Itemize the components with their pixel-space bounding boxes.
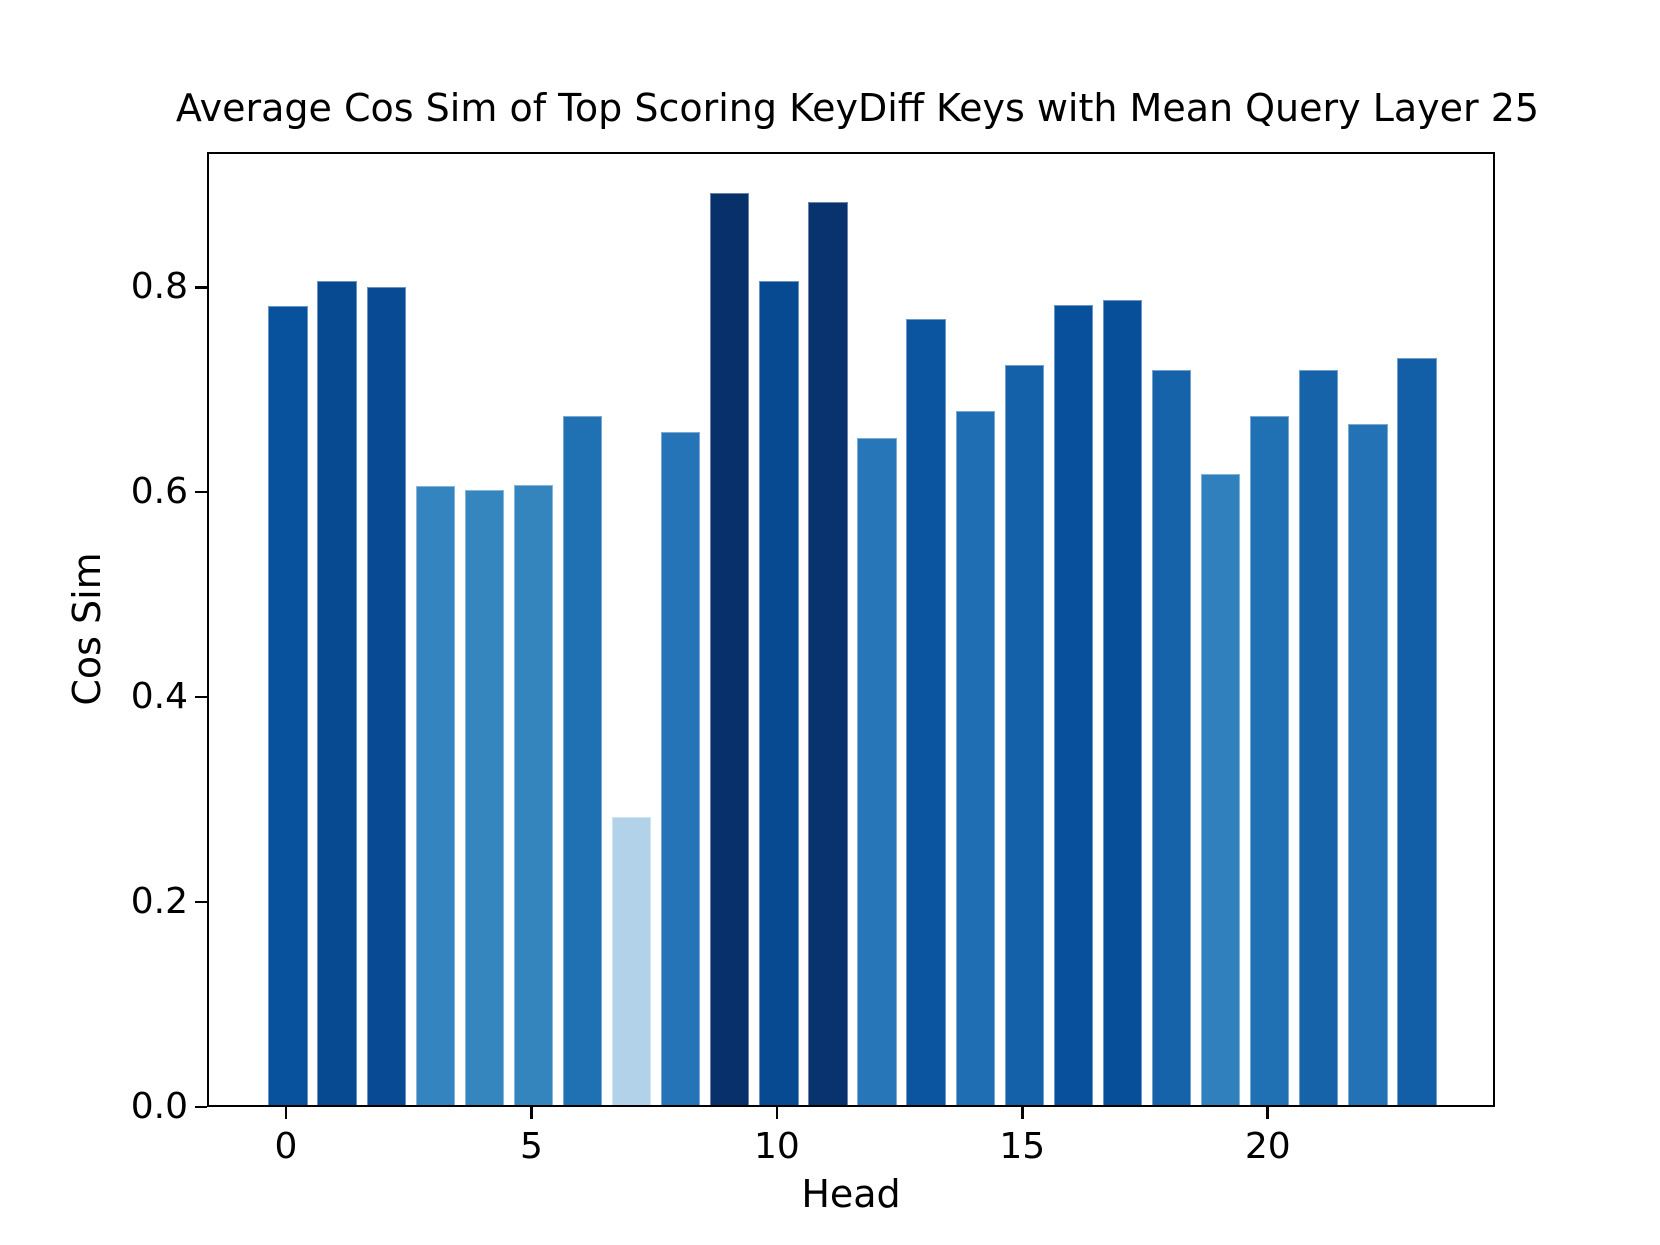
bar-head-21 [1299, 370, 1339, 1105]
bar-head-20 [1250, 416, 1290, 1105]
x-tick-mark-1 [530, 1107, 533, 1119]
y-tick-label-0: 0.0 [130, 1086, 188, 1127]
bar-head-17 [1102, 299, 1143, 1105]
bar-head-2 [366, 287, 406, 1105]
x-tick-label-4: 20 [1244, 1126, 1291, 1167]
bar-head-0 [268, 305, 308, 1105]
x-tick-mark-2 [775, 1107, 779, 1119]
bar-head-7 [611, 817, 652, 1105]
bar-head-1 [317, 281, 357, 1105]
bar-head-9 [710, 193, 750, 1105]
bar-head-15 [1004, 365, 1044, 1105]
y-tick-mark-3 [195, 490, 207, 494]
bar-head-4 [464, 490, 504, 1105]
y-tick-mark-1 [195, 900, 207, 904]
x-tick-label-0: 0 [274, 1126, 298, 1167]
y-tick-mark-4 [195, 286, 207, 289]
bar-head-3 [415, 486, 455, 1105]
chart-title: Average Cos Sim of Top Scoring KeyDiff K… [175, 86, 1540, 130]
y-tick-label-4: 0.8 [130, 266, 188, 308]
bar-head-10 [759, 281, 799, 1105]
bar-head-23 [1397, 358, 1437, 1105]
bar-head-6 [562, 416, 603, 1105]
x-tick-label-3: 15 [999, 1126, 1046, 1167]
bar-head-5 [513, 485, 554, 1105]
bar-head-14 [955, 411, 995, 1105]
y-tick-label-3: 0.6 [130, 471, 188, 513]
bar-head-19 [1201, 473, 1241, 1105]
x-tick-mark-0 [284, 1107, 288, 1119]
y-tick-mark-2 [195, 695, 207, 699]
x-tick-mark-4 [1266, 1107, 1269, 1119]
bar-head-16 [1053, 304, 1094, 1105]
y-tick-mark-0 [195, 1105, 207, 1109]
bar-head-12 [857, 437, 897, 1105]
x-tick-mark-3 [1021, 1107, 1024, 1119]
y-tick-label-1: 0.2 [130, 881, 188, 923]
x-axis-label: Head [801, 1172, 901, 1216]
plot-area [207, 152, 1495, 1107]
x-tick-label-1: 5 [519, 1126, 543, 1167]
bar-head-22 [1348, 423, 1388, 1105]
bar-head-11 [808, 202, 848, 1105]
bar-head-18 [1151, 370, 1192, 1105]
y-tick-label-2: 0.4 [130, 676, 188, 718]
x-tick-label-2: 10 [753, 1126, 800, 1167]
bar-head-13 [906, 319, 946, 1105]
bar-head-8 [661, 431, 701, 1105]
